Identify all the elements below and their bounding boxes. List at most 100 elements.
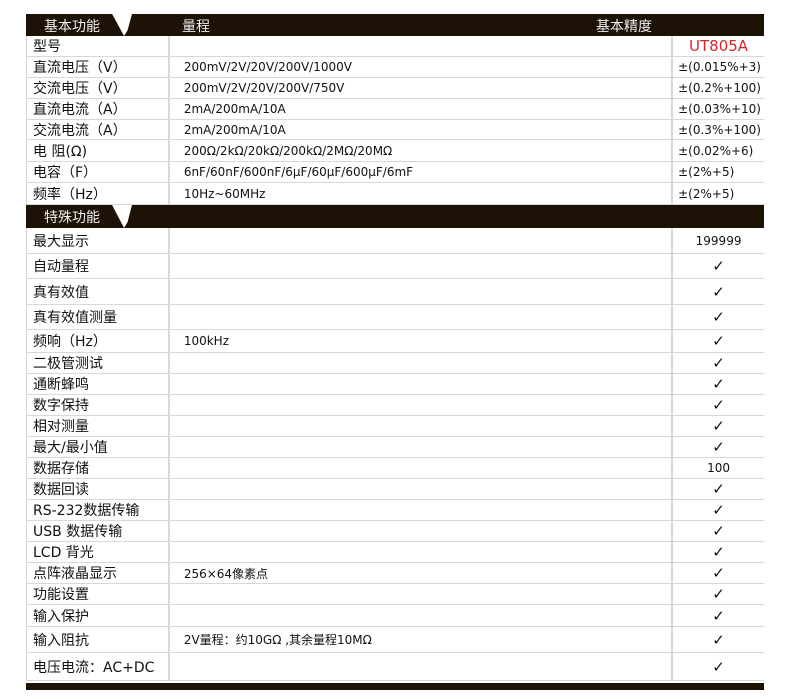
feature-range [170, 653, 674, 680]
feature-value: ±(0.3%+100) [678, 122, 761, 137]
feature-name: 自动量程 [27, 254, 170, 278]
check-icon: ✓ [712, 417, 725, 435]
feature-range [170, 584, 674, 604]
feature-name: 点阵液晶显示 [27, 563, 170, 583]
section-tab-notch-icon [112, 205, 138, 228]
check-icon: ✓ [712, 375, 725, 393]
table-row: 型号 UT805A [26, 36, 764, 57]
feature-name: 相对测量 [27, 416, 170, 436]
special-section-label: 特殊功能 [44, 210, 100, 226]
check-icon: ✓ [712, 438, 725, 456]
check-icon: ✓ [712, 630, 725, 649]
feature-range [170, 605, 674, 626]
basic-section-label: 基本功能 [44, 19, 100, 35]
check-icon: ✓ [712, 501, 725, 519]
table-row: USB 数据传输 ✓ [26, 521, 764, 542]
bottom-bar [26, 683, 764, 690]
feature-range [170, 254, 674, 278]
feature-range [170, 542, 674, 562]
check-icon: ✓ [712, 282, 725, 301]
feature-name: 真有效值测量 [27, 305, 170, 329]
feature-name: 真有效值 [27, 279, 170, 304]
table-row: 交流电压（V） 200mV/2V/20V/200V/750V ±(0.2%+100) [26, 78, 764, 99]
feature-range [170, 36, 674, 56]
check-icon: ✓ [712, 606, 725, 625]
table-row: 自动量程 ✓ [26, 254, 764, 279]
table-row: 数据存储 100 [26, 458, 764, 479]
feature-name: LCD 背光 [27, 542, 170, 562]
feature-range [170, 458, 674, 478]
feature-value: ±(0.2%+100) [678, 81, 761, 95]
table-row: 功能设置 ✓ [26, 584, 764, 605]
check-icon: ✓ [712, 543, 725, 561]
feature-range: 200mV/2V/20V/200V/750V [170, 78, 674, 98]
special-section-header: 特殊功能 [26, 205, 764, 228]
table-row: 输入保护 ✓ [26, 605, 764, 627]
check-icon: ✓ [712, 480, 725, 498]
feature-range: 6nF/60nF/600nF/6μF/60μF/600μF/6mF [170, 162, 674, 182]
check-icon: ✓ [712, 585, 725, 603]
table-row: LCD 背光 ✓ [26, 542, 764, 563]
check-icon: ✓ [712, 564, 725, 582]
feature-name: 电压电流：AC+DC [27, 653, 170, 680]
feature-name: 通断蜂鸣 [27, 374, 170, 394]
table-row: 最大/最小值 ✓ [26, 437, 764, 458]
feature-value: ±(0.03%+10) [678, 102, 761, 116]
table-row: 频率（Hz） 10Hz~60MHz ±(2%+5) [26, 183, 764, 205]
feature-range [170, 305, 674, 329]
feature-range: 10Hz~60MHz [170, 183, 674, 204]
feature-name: 输入阻抗 [27, 627, 170, 652]
feature-range: 200mV/2V/20V/200V/1000V [170, 57, 674, 77]
feature-name: 频率（Hz） [27, 183, 170, 204]
range-header: 量程 [182, 19, 210, 35]
feature-name: 直流电流（A） [27, 99, 170, 119]
feature-range: 2V量程：约10GΩ ,其余量程10MΩ [170, 627, 674, 652]
check-icon: ✓ [712, 396, 725, 414]
table-row: 相对测量 ✓ [26, 416, 764, 437]
table-row: RS-232数据传输 ✓ [26, 500, 764, 521]
feature-name: 功能设置 [27, 584, 170, 604]
feature-name: 交流电流（A） [27, 120, 170, 139]
table-row: 通断蜂鸣 ✓ [26, 374, 764, 395]
feature-name: 数据存储 [27, 458, 170, 478]
feature-range [170, 521, 674, 541]
feature-range [170, 353, 674, 373]
feature-name: 数据回读 [27, 479, 170, 499]
table-row: 二极管测试 ✓ [26, 353, 764, 374]
feature-range [170, 395, 674, 415]
table-row: 交流电流（A） 2mA/200mA/10A ±(0.3%+100) [26, 120, 764, 140]
feature-range [170, 437, 674, 457]
table-row: 电压电流：AC+DC ✓ [26, 653, 764, 681]
spec-table: 基本功能 量程 基本精度 型号 UT805A 直流电压（V） 200mV/2V/20V… [26, 14, 764, 690]
table-row: 最大显示 199999 [26, 228, 764, 254]
basic-section-header: 基本功能 量程 基本精度 [26, 14, 764, 36]
feature-name: RS-232数据传输 [27, 500, 170, 520]
feature-name: 交流电压（V） [27, 78, 170, 98]
feature-name: 二极管测试 [27, 353, 170, 373]
feature-name: 电容（F） [27, 162, 170, 182]
table-row: 输入阻抗 2V量程：约10GΩ ,其余量程10MΩ ✓ [26, 627, 764, 653]
table-row: 直流电流（A） 2mA/200mA/10A ±(0.03%+10) [26, 99, 764, 120]
table-row: 数字保持 ✓ [26, 395, 764, 416]
feature-value: ±(0.02%+6) [678, 143, 754, 158]
feature-name: 频响（Hz） [27, 330, 170, 352]
feature-name: 最大显示 [27, 228, 170, 253]
table-row: 真有效值测量 ✓ [26, 305, 764, 330]
check-icon: ✓ [712, 354, 725, 372]
table-row: 真有效值 ✓ [26, 279, 764, 305]
feature-range: 2mA/200mA/10A [170, 99, 674, 119]
feature-name: USB 数据传输 [27, 521, 170, 541]
feature-range [170, 416, 674, 436]
feature-range [170, 500, 674, 520]
feature-range: 2mA/200mA/10A [170, 120, 674, 139]
table-row: 电容（F） 6nF/60nF/600nF/6μF/60μF/600μF/6mF ±(… [26, 162, 764, 183]
section-tab-notch-icon [112, 14, 138, 36]
feature-name: 型号 [27, 36, 170, 56]
feature-name: 最大/最小值 [27, 437, 170, 457]
check-icon: ✓ [712, 257, 725, 275]
feature-name: 数字保持 [27, 395, 170, 415]
model-name: UT805A [689, 37, 749, 55]
feature-range [170, 374, 674, 394]
feature-name: 直流电压（V） [27, 57, 170, 77]
feature-range [170, 479, 674, 499]
